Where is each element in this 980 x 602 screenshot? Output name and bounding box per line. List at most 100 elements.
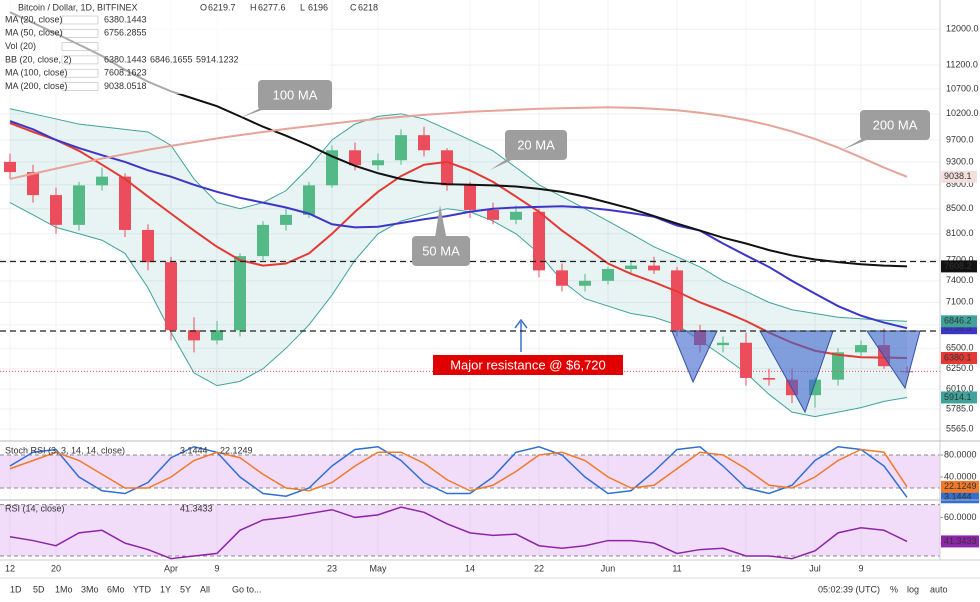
legend-value: 6380.1443 bbox=[104, 54, 147, 64]
y-tick-label: 6250.0 bbox=[946, 363, 974, 373]
legend-icons bbox=[61, 28, 99, 38]
legend-name: Vol (20) bbox=[5, 41, 36, 51]
candle-body bbox=[142, 229, 154, 263]
legend-value: 6756.2855 bbox=[104, 28, 147, 38]
indicator-line bbox=[9, 506, 908, 560]
range-button[interactable]: 1Mo bbox=[55, 584, 73, 594]
range-button[interactable]: YTD bbox=[133, 584, 152, 594]
goto-button[interactable]: Go to... bbox=[232, 584, 262, 594]
range-button[interactable]: 5D bbox=[33, 584, 45, 594]
legend-name: MA (50, close) bbox=[5, 28, 63, 38]
candle-body bbox=[441, 150, 453, 186]
candle-body bbox=[464, 185, 476, 210]
x-tick-label: 11 bbox=[672, 563, 681, 573]
band-fill bbox=[0, 504, 940, 556]
x-tick-label: 22 bbox=[534, 563, 544, 573]
scale-option[interactable]: auto bbox=[930, 584, 948, 594]
candle-body bbox=[280, 214, 292, 225]
price-badge bbox=[941, 170, 977, 183]
y-tick-label: 11200.0 bbox=[946, 60, 978, 70]
candle-body bbox=[602, 269, 614, 281]
candle-body bbox=[625, 265, 637, 270]
candle-body bbox=[50, 195, 62, 225]
range-button[interactable]: 6Mo bbox=[107, 584, 125, 594]
legend-name: BB (20, close, 2) bbox=[5, 54, 72, 64]
y-tick-label: 10700.0 bbox=[946, 83, 979, 93]
ohlc-value: 6277.6 bbox=[258, 2, 286, 12]
scale-option[interactable]: % bbox=[890, 584, 898, 594]
band-fill bbox=[0, 455, 940, 488]
y-tick-label: 80.0000 bbox=[944, 449, 977, 459]
y-tick-label: 5565.0 bbox=[946, 424, 974, 434]
x-tick-label: 12 bbox=[5, 563, 15, 573]
range-button[interactable]: 1Y bbox=[160, 584, 171, 594]
bb-lower bbox=[9, 202, 908, 418]
legend-value: 3.1444 bbox=[180, 445, 208, 455]
candle-body bbox=[349, 150, 361, 166]
candle-body bbox=[326, 150, 338, 186]
candle-body bbox=[119, 176, 131, 230]
x-tick-label: 14 bbox=[465, 563, 475, 573]
ohlc-prefix: L bbox=[300, 2, 305, 12]
x-tick-label: 23 bbox=[327, 563, 337, 573]
candle-body bbox=[188, 330, 200, 341]
candle-body bbox=[487, 209, 499, 220]
candle-body bbox=[96, 176, 108, 186]
callout-text: 100 MA bbox=[273, 87, 318, 102]
legend-value: 41.3433 bbox=[180, 503, 213, 513]
ohlc-value: 6196 bbox=[308, 2, 328, 12]
y-tick-label: 40.0000 bbox=[944, 471, 977, 481]
value-badge-label: 41.3433 bbox=[944, 536, 977, 546]
value-badge bbox=[941, 535, 979, 548]
price-badge-label: 6846.2 bbox=[944, 316, 972, 326]
candle-body bbox=[27, 172, 39, 196]
callout-box bbox=[412, 236, 470, 266]
resistance-box bbox=[433, 355, 623, 375]
ohlc-prefix: C bbox=[350, 2, 357, 12]
clock: 05:02:39 (UTC) bbox=[818, 584, 880, 594]
candle-body bbox=[763, 377, 775, 380]
indicator-line bbox=[9, 445, 908, 498]
price-badge-label: 5914.1 bbox=[944, 392, 972, 402]
candle-body bbox=[717, 342, 729, 346]
range-button[interactable]: 3Mo bbox=[81, 584, 99, 594]
legend-icons bbox=[61, 68, 99, 78]
candle-body bbox=[533, 211, 545, 271]
callout-text: 50 MA bbox=[422, 243, 460, 258]
callout-text: 20 MA bbox=[517, 137, 555, 152]
price-badge bbox=[941, 260, 977, 273]
y-tick-label: 10200.0 bbox=[946, 108, 979, 118]
candle-body bbox=[73, 185, 85, 225]
range-button[interactable]: 1D bbox=[10, 584, 22, 594]
range-button[interactable]: 5Y bbox=[180, 584, 191, 594]
ma-line bbox=[9, 106, 908, 180]
bb-upper bbox=[9, 108, 908, 322]
legend-icons bbox=[61, 15, 99, 25]
scale-option[interactable]: log bbox=[907, 584, 919, 594]
head bbox=[759, 330, 834, 414]
price-badge-label: 7608.2 bbox=[944, 261, 972, 271]
legend-value: 22.1249 bbox=[220, 445, 253, 455]
legend-name: MA (20, close) bbox=[5, 14, 63, 24]
ohlc-value: 6219.7 bbox=[208, 2, 236, 12]
resistance-arrowhead bbox=[514, 318, 528, 329]
callout-box bbox=[258, 80, 332, 110]
x-tick-label: Apr bbox=[164, 563, 178, 573]
x-tick-label: 20 bbox=[51, 563, 61, 573]
legend-value: 6846.1655 bbox=[150, 54, 193, 64]
range-button[interactable]: All bbox=[200, 584, 210, 594]
bb-fill bbox=[10, 108, 907, 417]
candle-body bbox=[395, 135, 407, 161]
legend-bg bbox=[0, 0, 330, 94]
legend-value: 5914.1232 bbox=[196, 54, 239, 64]
ohlc-value: 6218 bbox=[358, 2, 378, 12]
candle-body bbox=[372, 160, 384, 166]
price-badge-label: 6380.1 bbox=[944, 352, 972, 362]
x-tick-label: 19 bbox=[741, 563, 751, 573]
legend-value: 7608.1623 bbox=[104, 68, 147, 78]
ohlc-prefix: H bbox=[250, 2, 257, 12]
y-tick-label: 8100.0 bbox=[946, 228, 974, 238]
indicator-line bbox=[9, 448, 908, 492]
